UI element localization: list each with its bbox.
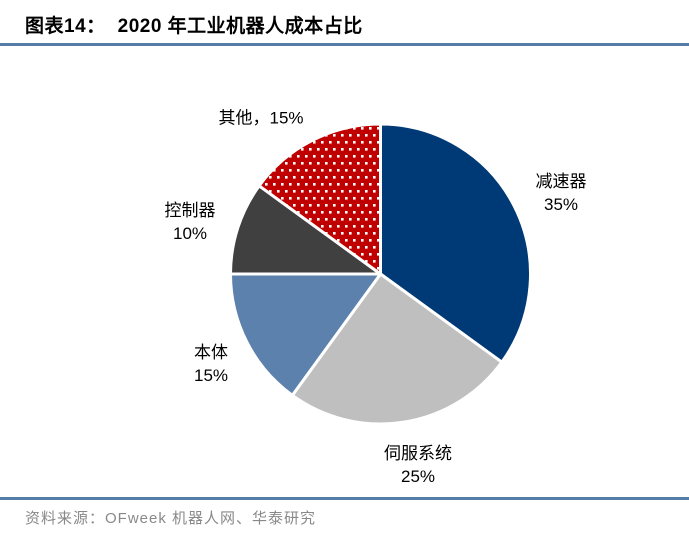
slice-label-0: 减速器 35% (536, 170, 587, 216)
footer-divider (0, 497, 689, 500)
slice-label-2: 本体 15% (194, 341, 228, 387)
slice-label-line: 10% (172, 224, 208, 243)
pie-slice-2 (229, 272, 382, 397)
slice-label-line: 伺服系统 (384, 444, 452, 463)
slice-label-4: 其他，15% (218, 107, 303, 130)
slice-label-line: 其他，15% (218, 108, 304, 128)
slice-label-line: 25% (400, 467, 436, 486)
slice-label-line: 本体 (194, 343, 228, 362)
chart-title-text: 2020 年工业机器人成本占比 (117, 16, 363, 37)
pie-slice-0 (379, 122, 532, 364)
pie-slice-4 (257, 122, 382, 276)
slice-label-1: 伺服系统 25% (384, 442, 452, 488)
pie-chart-area: 减速器 35% 伺服系统 25% 本体 15% 控制器 10% 其他，15% (0, 46, 689, 497)
title-underline (0, 43, 689, 46)
pie-slice-1 (290, 272, 504, 426)
slice-label-line: 35% (543, 195, 579, 214)
chart-tag: 图表14： (25, 16, 106, 37)
slice-label-line: 减速器 (535, 172, 587, 191)
chart-title: 图表14： 2020 年工业机器人成本占比 (25, 11, 363, 38)
slice-label-3: 控制器 10% (165, 199, 216, 245)
slice-label-line: 控制器 (164, 201, 216, 220)
pie-chart (229, 122, 532, 426)
source-text: 资料来源：OFweek 机器人网、华泰研究 (25, 510, 317, 527)
pie-slice-3 (229, 184, 382, 276)
slice-label-line: 15% (193, 366, 229, 385)
